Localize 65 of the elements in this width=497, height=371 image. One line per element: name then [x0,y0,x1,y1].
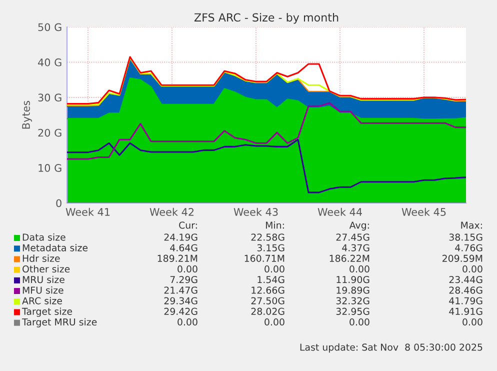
text: 4.64G [170,244,198,252]
text: 19.89G [336,286,370,294]
text: 28.02G [251,308,284,315]
text: 186.22M [330,254,370,262]
y-tick-label: 50 G [38,23,62,32]
text: 12.66G [252,286,284,294]
text: 0.00 [178,318,198,326]
text: 4.76G [455,244,482,252]
text: 22.58G [251,234,284,241]
text: 41.79G [449,297,482,304]
y-tick-label: 10 G [38,164,62,172]
legend-label: Target MRU size [22,318,97,328]
text: 0.00 [264,318,284,326]
legend-label: Other size [22,265,70,273]
text: 28.46G [449,286,482,294]
legend-label: MRU size [22,276,64,284]
legend-label: Metadata size [22,244,88,252]
text: 32.32G [336,297,370,304]
chart-title: ZFS ARC - Size - by month [194,13,338,24]
x-tick-label: Week 41 [66,208,110,216]
text: 41.91G [449,308,482,315]
text: 4.37G [342,244,370,252]
text: 189.21M [158,254,198,262]
x-tick-label: Week 42 [150,208,194,216]
text: 0.00 [462,265,482,273]
y-tick-label: 30 G [38,94,62,102]
text: Min: [266,221,284,229]
text: Cur: [179,222,197,229]
text: 0.00 [178,265,198,273]
line-series [67,138,466,194]
text: 32.95G [336,308,370,315]
text: 27.50G [251,297,284,304]
text: 1.54G [258,276,284,284]
x-tick-label: Week 45 [402,208,446,216]
text: 0.00 [264,265,284,273]
y-tick-label: 0 [56,199,62,208]
text: 7.29G [170,276,198,284]
text: 0.00 [350,265,370,273]
text: 21.47G [164,286,198,294]
text: 11.90G [336,276,370,284]
text: Last update: Sat Nov 8 05:30:00 2025 [300,343,482,353]
text: 0.00 [350,318,370,326]
text: 24.19G [164,234,198,241]
legend-label: ARC size [22,297,62,304]
text: 3.15G [257,244,284,252]
y-axis-title: Bytes [22,100,32,129]
text: 160.71M [244,254,284,262]
text: 38.15G [449,234,482,241]
legend-label: Target size [22,308,72,317]
text: Avg: [349,222,369,231]
text: Max: [461,222,482,229]
text: 29.42G [164,308,198,315]
legend-label: Data size [22,233,66,241]
x-tick-label: Week 44 [318,208,362,216]
text: 29.34G [164,297,198,304]
text: 0.00 [462,318,482,326]
y-tick-label: 40 G [38,58,62,66]
legend-label: Hdr size [22,254,60,262]
line-series [67,102,466,160]
x-tick-label: Week 43 [234,208,278,216]
legend-label: MFU size [22,286,64,294]
text: 27.45G [336,234,370,241]
y-tick-label: 20 G [38,128,62,137]
text: 23.44G [449,276,482,284]
text: 209.59M [442,254,482,262]
